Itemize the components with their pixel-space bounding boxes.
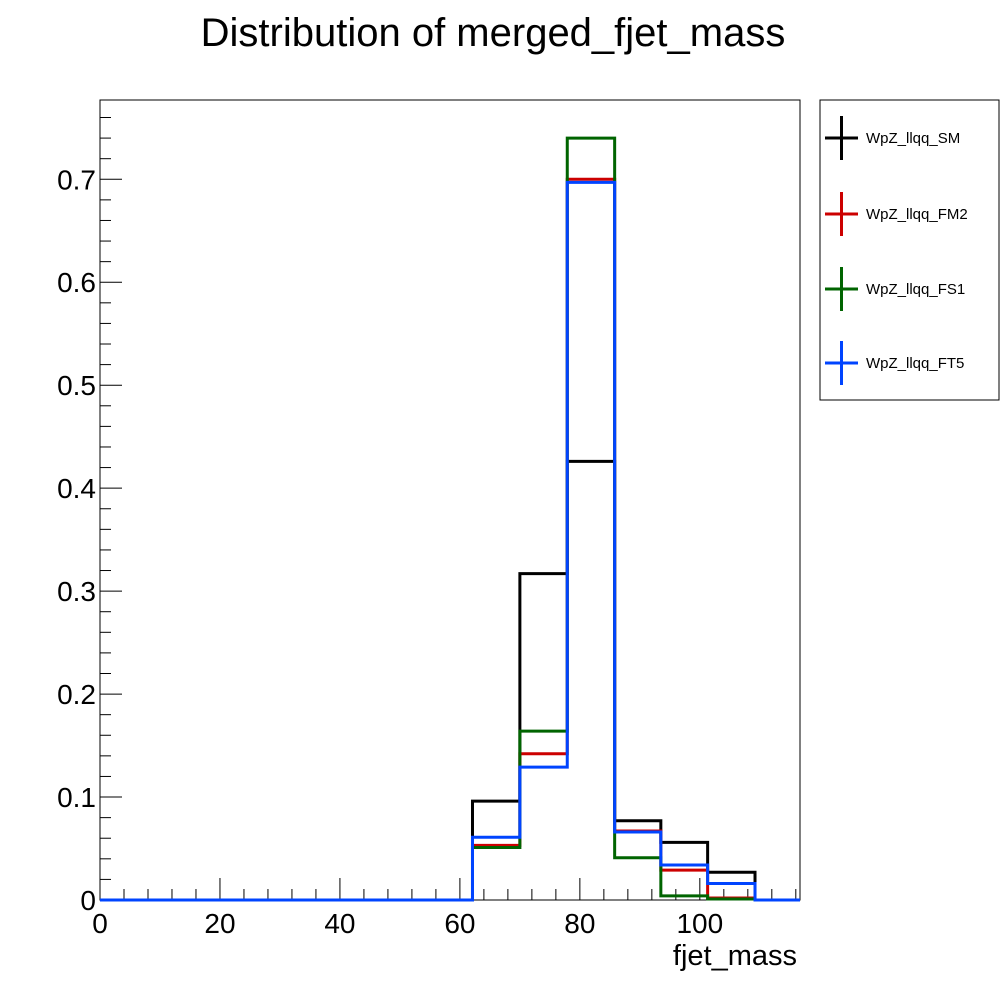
series-line-WpZ_llqq_FS1 xyxy=(100,136,800,902)
legend-entry-WpZ_llqq_FS1: WpZ_llqq_FS1 xyxy=(825,267,965,311)
x-tick-label: 40 xyxy=(324,908,355,939)
legend-entry-WpZ_llqq_FM2: WpZ_llqq_FM2 xyxy=(825,192,968,236)
legend: WpZ_llqq_SM WpZ_llqq_FM2 WpZ_llqq_FS1 WpZ_l… xyxy=(819,99,1000,401)
legend-entry-WpZ_llqq_SM: WpZ_llqq_SM xyxy=(825,116,960,160)
series-layer xyxy=(100,136,800,902)
y-tick-label: 0.1 xyxy=(57,782,96,813)
y-tick-label: 0.4 xyxy=(57,473,96,504)
plot-area xyxy=(99,99,801,902)
y-tick-label: 0 xyxy=(80,885,96,916)
legend-label: WpZ_llqq_SM xyxy=(866,130,960,147)
y-tick-label: 0.6 xyxy=(57,267,96,298)
y-tick-labels: 0 0.1 0.2 0.3 0.4 0.5 0.6 0.7 xyxy=(57,164,96,916)
x-tick-label: 100 xyxy=(676,908,723,939)
minor-ticks xyxy=(100,117,797,900)
x-tick-label: 60 xyxy=(444,908,475,939)
x-tick-label: 80 xyxy=(564,908,595,939)
chart-title: Distribution of merged_fjet_mass xyxy=(201,11,786,55)
legend-entry-WpZ_llqq_FT5: WpZ_llqq_FT5 xyxy=(825,341,964,385)
legend-label: WpZ_llqq_FS1 xyxy=(866,281,965,298)
x-axis-title: fjet_mass xyxy=(673,940,797,972)
legend-label: WpZ_llqq_FT5 xyxy=(866,355,964,372)
major-ticks xyxy=(99,178,701,901)
legend-items: WpZ_llqq_SM WpZ_llqq_FM2 WpZ_llqq_FS1 WpZ_l… xyxy=(825,116,968,385)
legend-box xyxy=(819,99,1000,401)
series-line-WpZ_llqq_FT5 xyxy=(100,180,800,902)
x-tick-label: 20 xyxy=(204,908,235,939)
series-line-WpZ_llqq_FM2 xyxy=(100,177,800,902)
series-line-WpZ_llqq_SM xyxy=(100,459,800,902)
y-tick-label: 0.7 xyxy=(57,164,96,195)
plot-frame xyxy=(99,99,801,901)
x-tick-label: 0 xyxy=(92,908,108,939)
y-tick-label: 0.5 xyxy=(57,370,96,401)
y-tick-label: 0.3 xyxy=(57,576,96,607)
legend-label: WpZ_llqq_FM2 xyxy=(866,206,968,223)
y-tick-label: 0.2 xyxy=(57,679,96,710)
x-tick-labels: 0 20 40 60 80 100 xyxy=(92,908,723,939)
